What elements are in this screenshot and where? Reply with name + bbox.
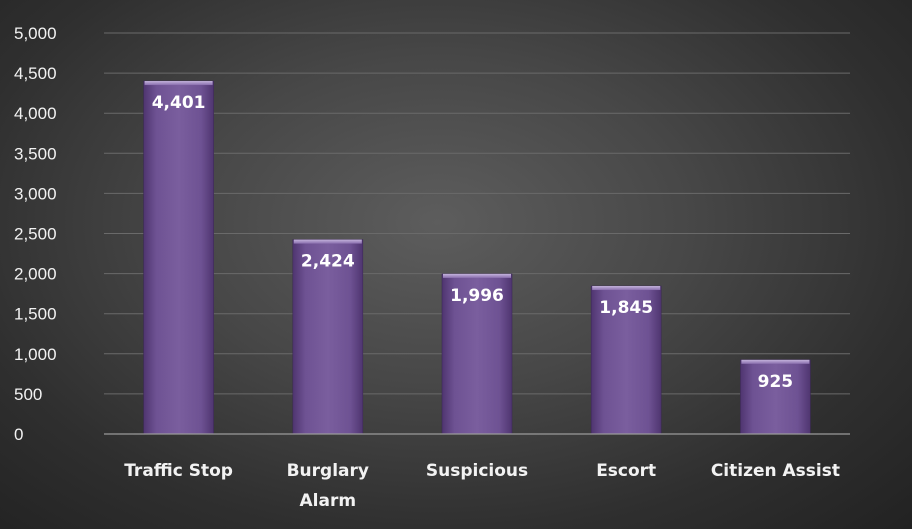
y-tick-label: 1,500 xyxy=(14,305,57,324)
data-label: 925 xyxy=(758,372,794,392)
y-axis-tick-labels: 0 500 1,000 1,500 2,000 2,500 3,000 3,500 4,000 4… xyxy=(14,24,57,444)
bar-top-highlight xyxy=(293,239,362,244)
bar-top-highlight xyxy=(443,273,511,278)
bar-top-highlight xyxy=(592,286,661,291)
bar xyxy=(740,359,811,435)
x-axis-category-labels: Traffic Stop Burglary Alarm Suspicious Escor… xyxy=(124,461,840,511)
y-tick-label: 2,000 xyxy=(14,265,57,284)
y-tick-label: 1,000 xyxy=(14,345,57,364)
y-tick-label: 0 xyxy=(14,425,23,444)
category-label: Burglary xyxy=(287,461,369,481)
bar xyxy=(143,80,214,435)
y-tick-label: 3,000 xyxy=(14,184,57,203)
bar-top-highlight xyxy=(741,359,810,364)
bar xyxy=(590,285,662,435)
data-label: 2,424 xyxy=(301,252,355,272)
category-label: Citizen Assist xyxy=(711,461,840,481)
category-label: Alarm xyxy=(300,491,357,511)
data-label: 1,996 xyxy=(450,286,504,306)
y-tick-label: 2,500 xyxy=(14,225,57,244)
data-label: 4,401 xyxy=(152,93,206,113)
data-label: 1,845 xyxy=(599,298,653,318)
bar-top-highlight xyxy=(144,81,213,86)
y-tick-label: 4,500 xyxy=(14,64,57,83)
y-tick-label: 500 xyxy=(14,385,42,404)
bar xyxy=(292,239,364,435)
y-tick-label: 3,500 xyxy=(14,144,57,163)
category-label: Escort xyxy=(596,461,656,481)
y-tick-label: 5,000 xyxy=(14,24,57,43)
category-label: Traffic Stop xyxy=(124,461,233,481)
category-label: Suspicious xyxy=(426,461,528,481)
bars: 4,401 2,424 1,996 1,845 925 xyxy=(143,80,811,435)
y-tick-label: 4,000 xyxy=(14,104,57,123)
